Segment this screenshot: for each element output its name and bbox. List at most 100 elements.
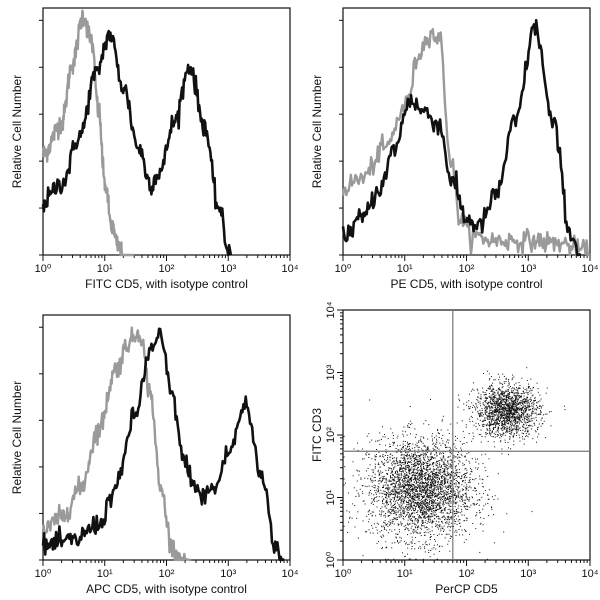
scatter-point [451, 488, 453, 490]
scatter-point [510, 412, 512, 414]
scatter-point [408, 517, 410, 519]
scatter-point [413, 494, 415, 496]
scatter-point [435, 473, 437, 475]
scatter-point [411, 546, 413, 547]
scatter-point [500, 403, 502, 405]
scatter-point [507, 402, 509, 404]
scatter-point [420, 454, 422, 456]
scatter-point [450, 447, 451, 449]
scatter-point [405, 447, 407, 449]
scatter-point [488, 415, 490, 416]
scatter-point [410, 469, 412, 471]
scatter-point [404, 441, 406, 442]
scatter-point [508, 422, 510, 424]
scatter-point [381, 506, 383, 508]
scatter-point [437, 504, 439, 506]
scatter-point [479, 419, 481, 421]
scatter-point [420, 517, 422, 518]
scatter-point [532, 406, 534, 408]
scatter-point [439, 524, 441, 526]
scatter-point [536, 419, 537, 421]
scatter-point [515, 417, 517, 419]
scatter-point [439, 511, 441, 513]
scatter-point [418, 480, 420, 482]
scatter-point [408, 516, 409, 518]
scatter-point [501, 411, 503, 413]
scatter-point [435, 523, 437, 525]
scatter-point [479, 478, 481, 480]
scatter-point [472, 478, 473, 480]
scatter-point [481, 454, 483, 456]
scatter-point [433, 479, 435, 480]
x-tick-label: 10² [159, 568, 175, 580]
scatter-point [406, 528, 408, 530]
scatter-point [436, 485, 438, 487]
scatter-point [455, 478, 457, 479]
scatter-point [421, 506, 423, 507]
scatter-point [458, 529, 460, 530]
scatter-point [416, 456, 417, 458]
scatter-point [516, 410, 518, 412]
scatter-point [440, 453, 442, 455]
scatter-point [509, 392, 511, 394]
scatter-point [424, 542, 426, 544]
scatter-point [514, 425, 516, 427]
scatter-point [455, 521, 457, 522]
scatter-point [348, 521, 350, 523]
scatter-point [454, 502, 456, 504]
scatter-point [497, 398, 499, 400]
scatter-point [528, 409, 530, 411]
scatter-point [391, 499, 393, 501]
scatter-point [403, 480, 405, 482]
scatter-point [440, 482, 442, 484]
scatter-point [371, 479, 373, 481]
scatter-point [388, 492, 390, 494]
scatter-point [482, 419, 484, 421]
scatter-point [447, 461, 449, 462]
scatter-point [458, 394, 460, 396]
scatter-point [513, 401, 515, 403]
scatter-point [447, 493, 449, 495]
scatter-point [408, 494, 410, 495]
scatter-point [512, 398, 514, 400]
scatter-point [489, 427, 490, 429]
scatter-point [441, 533, 443, 535]
scatter-point [506, 400, 507, 402]
scatter-point [490, 407, 492, 409]
scatter-point [521, 422, 523, 423]
scatter-point [476, 468, 478, 470]
scatter-point [440, 507, 442, 509]
scatter-point [403, 502, 405, 504]
scatter-point [400, 508, 402, 510]
scatter-point [465, 539, 467, 541]
scatter-point [404, 470, 406, 472]
scatter-point [474, 490, 476, 492]
scatter-point [428, 424, 430, 426]
scatter-point [402, 430, 404, 432]
scatter-point [497, 423, 499, 425]
scatter-point [444, 510, 446, 512]
scatter-point [413, 460, 415, 462]
scatter-point [408, 512, 409, 514]
scatter-point [411, 522, 413, 524]
scatter-point [399, 467, 401, 469]
scatter-point [377, 471, 379, 472]
scatter-point [526, 399, 528, 401]
scatter-point [516, 416, 518, 418]
scatter-point [449, 485, 451, 487]
scatter-point [393, 461, 395, 463]
scatter-point [402, 510, 404, 512]
scatter-point [426, 508, 428, 510]
scatter-point [458, 493, 460, 495]
scatter-point [371, 485, 373, 487]
scatter-point [420, 474, 422, 476]
scatter-point [476, 512, 478, 514]
scatter-point [419, 503, 421, 504]
scatter-point [505, 378, 507, 380]
scatter-point [432, 465, 434, 467]
scatter-point [432, 479, 434, 481]
scatter-point [398, 499, 400, 501]
scatter-point [439, 545, 441, 547]
scatter-point [536, 409, 537, 411]
scatter-point [394, 486, 396, 488]
